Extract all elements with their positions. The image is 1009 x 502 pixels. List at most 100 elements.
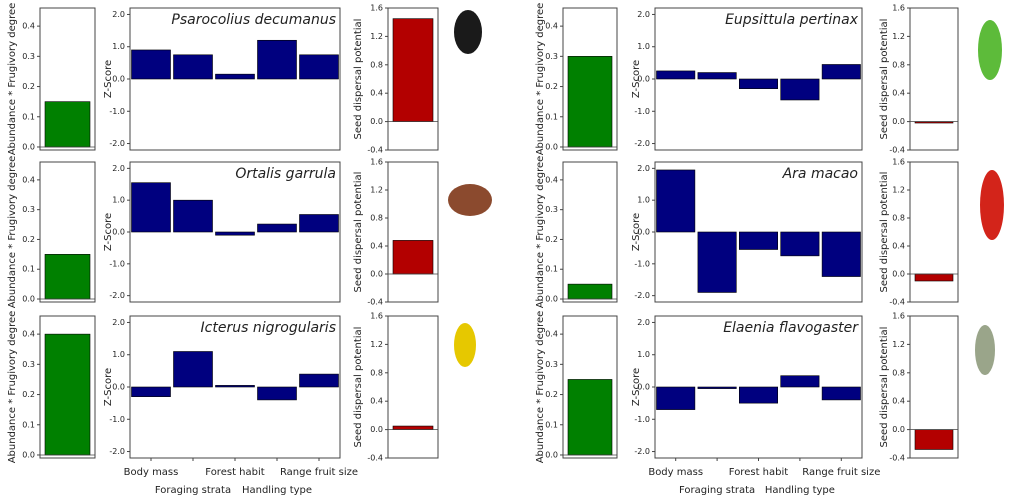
bird-icon <box>448 184 492 216</box>
y-tick-label: 0.0 <box>545 450 558 459</box>
bar <box>131 386 171 397</box>
y-tick-label: -0.4 <box>889 146 905 155</box>
bird-icon <box>978 20 1002 80</box>
y-tick-label: 0.3 <box>22 360 35 369</box>
bar <box>656 169 696 233</box>
y-tick-label: 1.2 <box>892 186 905 195</box>
y-tick-label: -1.0 <box>109 259 125 268</box>
x-tick-label: Forest habit <box>729 467 788 478</box>
bar <box>821 64 861 80</box>
y-tick-label: -1.0 <box>109 415 125 424</box>
y-axis-label: Seed dispersal potential <box>353 172 364 293</box>
y-tick-label: 0.4 <box>545 175 558 184</box>
bar <box>299 373 339 388</box>
y-tick-label: 0.0 <box>892 270 905 279</box>
plot-frame <box>909 7 959 151</box>
bird-icon <box>975 325 995 375</box>
bar <box>173 351 213 388</box>
plot-frame <box>909 161 959 303</box>
y-tick-label: 0.8 <box>892 368 905 377</box>
y-tick-label: 0.0 <box>545 142 558 151</box>
chart-title: Elaenia flavogaster <box>723 320 859 336</box>
y-tick-label: 0.4 <box>22 175 35 184</box>
y-axis-label: Abundance * Frugivory degree <box>535 311 546 464</box>
x-tick-label: Foraging strata <box>679 485 755 496</box>
x-tick-label: Body mass <box>124 467 179 478</box>
y-axis-label: Abundance * Frugivory degree <box>535 156 546 309</box>
y-tick-label: 1.6 <box>370 158 383 167</box>
bar <box>567 56 613 148</box>
y-tick-label: 0.0 <box>892 425 905 434</box>
x-tick-label: Range fruit size <box>280 467 358 478</box>
bar <box>215 231 255 236</box>
y-tick-label: -0.4 <box>889 298 905 307</box>
y-tick-label: 0.4 <box>370 242 383 251</box>
y-tick-label: -1.0 <box>109 107 125 116</box>
y-tick-label: 1.2 <box>370 186 383 195</box>
y-tick-label: 0.0 <box>370 117 383 126</box>
plot-frame <box>387 161 439 303</box>
y-tick-label: 0.0 <box>370 425 383 434</box>
y-tick-label: 0.8 <box>370 214 383 223</box>
y-tick-label: 0.4 <box>370 397 383 406</box>
plot-frame <box>909 315 959 459</box>
y-tick-label: 0.8 <box>370 368 383 377</box>
y-tick-label: 0.3 <box>22 205 35 214</box>
y-tick-label: 0.2 <box>545 390 558 399</box>
y-tick-label: 1.0 <box>112 196 125 205</box>
y-tick-label: 0.4 <box>545 22 558 31</box>
x-tick-label: Handling type <box>242 485 312 496</box>
y-tick-label: 1.2 <box>370 340 383 349</box>
bar <box>44 101 91 148</box>
y-axis-label: Z-Score <box>103 213 114 251</box>
y-tick-label: 0.2 <box>22 235 35 244</box>
y-tick-label: 0.0 <box>892 117 905 126</box>
y-axis-label: Seed dispersal potential <box>353 19 364 140</box>
y-axis-label: Abundance * Frugivory degree <box>7 156 18 309</box>
bar <box>697 386 737 389</box>
y-tick-label: 0.0 <box>637 75 650 84</box>
x-tick-label: Body mass <box>648 467 703 478</box>
y-axis-label: Seed dispersal potential <box>879 172 890 293</box>
chart-title: Ortalis garrula <box>235 166 336 182</box>
y-tick-label: 0.3 <box>545 205 558 214</box>
y-tick-label: 0.0 <box>22 450 35 459</box>
bar <box>215 73 255 80</box>
bar <box>656 386 696 410</box>
y-tick-label: 2.0 <box>637 164 650 173</box>
bird-icon <box>980 170 1004 240</box>
y-tick-label: 0.1 <box>545 420 558 429</box>
bar <box>914 429 954 450</box>
y-tick-label: 0.1 <box>22 420 35 429</box>
y-tick-label: 0.2 <box>545 82 558 91</box>
bar <box>392 425 434 430</box>
y-tick-label: 2.0 <box>112 318 125 327</box>
y-tick-label: 0.4 <box>22 22 35 31</box>
bar <box>392 18 434 122</box>
bar <box>738 231 778 250</box>
bar <box>44 254 91 300</box>
bar <box>780 231 820 257</box>
y-tick-label: 0.4 <box>892 89 905 98</box>
y-tick-label: 2.0 <box>637 318 650 327</box>
bar <box>738 386 778 404</box>
y-tick-label: -0.4 <box>367 146 383 155</box>
bar <box>392 240 434 275</box>
bar <box>173 199 213 233</box>
y-tick-label: 1.0 <box>637 196 650 205</box>
y-tick-label: -1.0 <box>634 107 650 116</box>
y-tick-label: 0.2 <box>545 235 558 244</box>
y-tick-label: 0.1 <box>22 112 35 121</box>
y-tick-label: 0.2 <box>22 82 35 91</box>
plot-frame <box>562 315 618 459</box>
y-tick-label: 1.6 <box>892 312 905 321</box>
bar <box>821 231 861 277</box>
bar <box>697 231 737 293</box>
y-axis-label: Seed dispersal potential <box>879 19 890 140</box>
x-tick-label: Foraging strata <box>155 485 231 496</box>
y-tick-label: -0.4 <box>367 454 383 463</box>
bar <box>44 333 91 456</box>
bar <box>697 72 737 80</box>
y-tick-label: 0.0 <box>22 295 35 304</box>
